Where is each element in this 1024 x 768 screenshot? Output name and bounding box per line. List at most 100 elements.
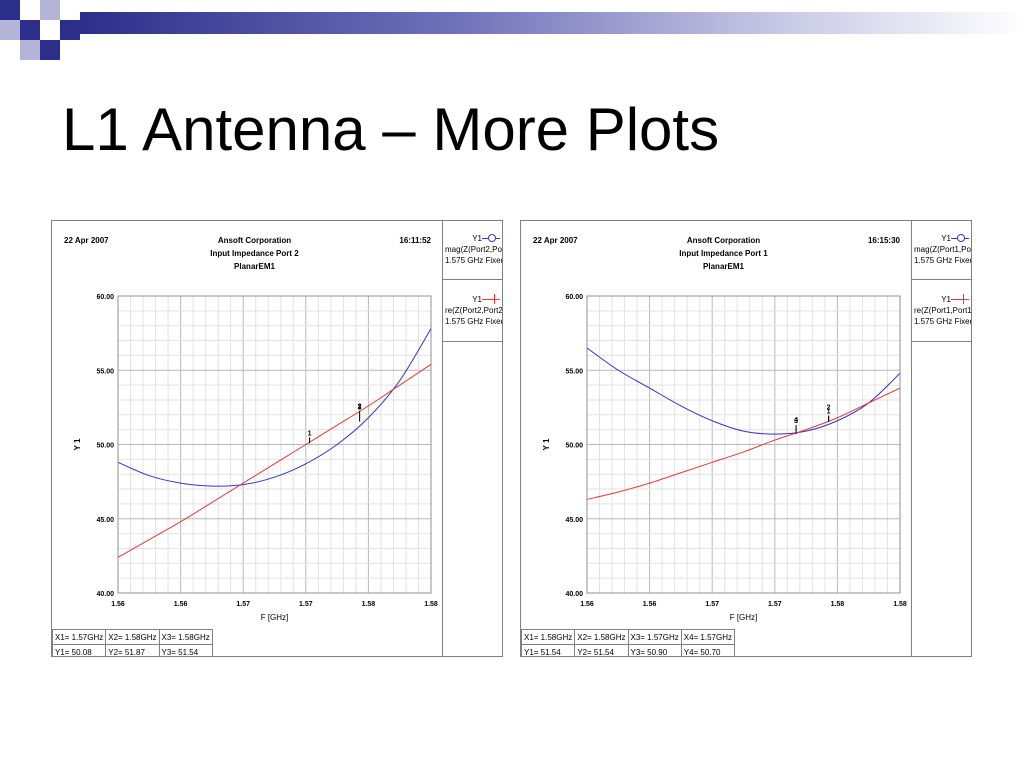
chart-company: Ansoft Corporation — [687, 236, 760, 245]
x-tick-label: 1.57 — [768, 601, 782, 608]
deco-square — [40, 0, 60, 20]
legend-marker-plus — [963, 294, 964, 304]
chart-svg: 22 Apr 2007 Ansoft Corporation Input Imped… — [64, 236, 438, 622]
chart-subtitle: Input Impedance Port 2 — [210, 249, 299, 258]
marker-table: X1= 1.57GHz X2= 1.58GHz X3= 1.58GHz Y1= … — [52, 629, 213, 656]
y-tick-label: 60.00 — [565, 294, 583, 301]
chart-panel-port2: 22 Apr 2007 Ansoft Corporation Input Imped… — [51, 220, 503, 657]
legend-entry-re: Y1 re(Z(Port1,Port1) 1.575 GHz Fixed — [914, 294, 972, 327]
marker-cell: Y3= 51.54 — [158, 644, 213, 656]
marker-table-row: Y1= 51.54 Y2= 51.54 Y3= 50.90 Y4= 50.70 — [521, 644, 736, 656]
slide-title: L1 Antenna – More Plots — [62, 96, 720, 163]
y-tick-label: 40.00 — [565, 591, 583, 598]
deco-square — [20, 40, 40, 60]
marker-cell: Y2= 51.87 — [105, 644, 160, 656]
marker-label: 2 — [358, 404, 362, 411]
plot-frame — [117, 295, 432, 594]
x-tick-label: 1.56 — [580, 601, 594, 608]
legend-divider — [912, 279, 971, 280]
y-tick-label: 50.00 — [565, 443, 583, 450]
y-tick-label: 50.00 — [96, 443, 114, 450]
series-line — [117, 363, 432, 558]
x-axis-label: F [GHz] — [730, 613, 758, 622]
marker-label: 4 — [794, 417, 798, 424]
marker-table-row: X1= 1.57GHz X2= 1.58GHz X3= 1.58GHz — [52, 629, 213, 645]
legend-divider — [443, 341, 502, 342]
deco-square — [60, 0, 80, 20]
marker-table: X1= 1.58GHz X2= 1.58GHz X3= 1.57GHz X4= … — [521, 629, 736, 656]
legend-swatch-re — [951, 299, 969, 300]
deco-square — [40, 40, 60, 60]
deco-square — [20, 20, 40, 40]
legend-freq: 1.575 GHz Fixed — [914, 256, 972, 265]
chart-legend: Y1 mag(Z(Port2,Port 1.575 GHz Fixed Y1 r… — [442, 221, 502, 656]
x-axis-label: F [GHz] — [261, 613, 289, 622]
x-tick-label: 1.57 — [705, 601, 719, 608]
y-tick-label: 60.00 — [96, 294, 114, 301]
legend-axis: Y1 — [472, 295, 482, 304]
y-tick-label: 40.00 — [96, 591, 114, 598]
chart-panel-port1: 22 Apr 2007 Ansoft Corporation Input Imped… — [520, 220, 972, 657]
legend-axis: Y1 — [472, 234, 482, 243]
corner-decoration — [0, 0, 80, 62]
deco-square — [40, 20, 60, 40]
legend-axis: Y1 — [941, 295, 951, 304]
legend-marker-plus — [494, 294, 495, 304]
marker-cell: X3= 1.57GHz — [627, 629, 682, 645]
deco-square — [20, 0, 40, 20]
marker-cell: Y1= 51.54 — [521, 644, 576, 656]
y-axis-label: Y 1 — [542, 438, 551, 450]
chart-time: 16:11:52 — [399, 236, 431, 245]
chart-project: PlanarEM1 — [234, 262, 275, 271]
y-axis-label: Y 1 — [73, 438, 82, 450]
grid — [117, 295, 432, 594]
chart-time: 16:15:30 — [868, 236, 901, 245]
marker-label: 3 — [794, 418, 798, 425]
legend-label: re(Z(Port2,Port2) — [445, 306, 503, 315]
plot-frame — [586, 295, 901, 594]
x-tick-label: 1.56 — [643, 601, 657, 608]
marker-table-row: Y1= 50.08 Y2= 51.87 Y3= 51.54 — [52, 644, 213, 656]
marker-cell: Y3= 50.90 — [627, 644, 682, 656]
legend-freq: 1.575 GHz Fixed — [914, 317, 972, 326]
series-line — [586, 387, 901, 500]
chart-company: Ansoft Corporation — [218, 236, 291, 245]
series-line — [586, 347, 901, 435]
legend-marker-circle — [488, 234, 496, 242]
chart-project: PlanarEM1 — [703, 262, 744, 271]
y-tick-label: 55.00 — [565, 368, 583, 375]
legend-axis: Y1 — [941, 234, 951, 243]
x-tick-label: 1.57 — [236, 601, 250, 608]
chart-subtitle: Input Impedance Port 1 — [679, 249, 768, 258]
legend-divider — [912, 341, 971, 342]
chart-svg: 22 Apr 2007 Ansoft Corporation Input Imped… — [533, 236, 907, 622]
marker-cell: Y1= 50.08 — [52, 644, 107, 656]
y-tick-label: 45.00 — [96, 517, 114, 524]
marker-cell: X4= 1.57GHz — [680, 629, 736, 645]
legend-label: re(Z(Port1,Port1) — [914, 306, 972, 315]
marker-cell: X2= 1.58GHz — [105, 629, 160, 645]
legend-freq: 1.575 GHz Fixed — [445, 317, 503, 326]
marker-cell: Y2= 51.54 — [574, 644, 629, 656]
marker-cell: X1= 1.57GHz — [52, 629, 107, 645]
marker-cell: Y4= 50.70 — [680, 644, 736, 656]
x-tick-label: 1.58 — [362, 601, 376, 608]
marker-label: 3 — [358, 405, 362, 412]
x-tick-label: 1.58 — [831, 601, 845, 608]
grid — [586, 295, 901, 594]
marker-label: 2 — [827, 405, 831, 412]
chart-date: 22 Apr 2007 — [533, 236, 578, 245]
marker-cell: X2= 1.58GHz — [574, 629, 629, 645]
chart-legend: Y1 mag(Z(Port1,Port 1.575 GHz Fixed Y1 r… — [911, 221, 971, 656]
marker-cell: X1= 1.58GHz — [521, 629, 576, 645]
deco-square — [0, 0, 20, 20]
legend-freq: 1.575 GHz Fixed — [445, 256, 503, 265]
y-tick-label: 45.00 — [565, 517, 583, 524]
legend-label: mag(Z(Port2,Port — [445, 245, 503, 254]
y-tick-label: 55.00 — [96, 368, 114, 375]
marker-label: 1 — [827, 409, 831, 416]
legend-marker-circle — [957, 234, 965, 242]
legend-entry-mag: Y1 mag(Z(Port2,Port 1.575 GHz Fixed — [445, 233, 503, 266]
deco-square — [0, 20, 20, 40]
legend-entry-mag: Y1 mag(Z(Port1,Port 1.575 GHz Fixed — [914, 233, 972, 266]
